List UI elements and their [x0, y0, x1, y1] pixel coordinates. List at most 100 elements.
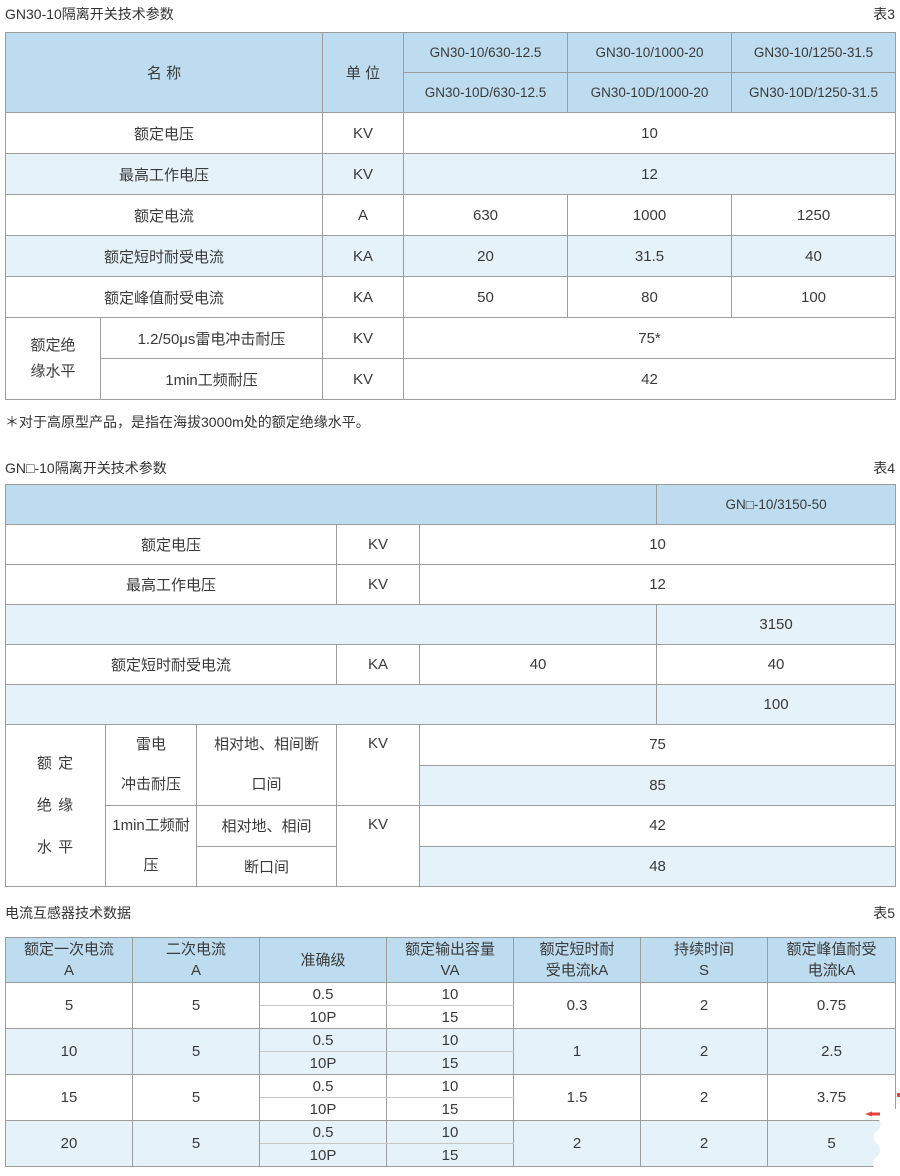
- table3-title: GN30-10隔离开关技术参数: [5, 6, 174, 22]
- t5-duration: 2: [640, 1028, 768, 1075]
- t3-unit-cell: KA: [322, 276, 405, 318]
- t3-param-label: 额定峰值耐受电流: [4, 276, 324, 318]
- t4-pf-label: 1min工频耐 压: [105, 805, 197, 887]
- t4-blank-cell: [4, 684, 658, 725]
- t5-duration: 2: [640, 1074, 768, 1121]
- t5-peak-current: 3.75: [767, 1074, 896, 1121]
- t5-secondary-current: 5: [132, 1074, 260, 1121]
- t4-pf-scope: 断口间: [196, 845, 337, 887]
- t4-param-label: 额定短时耐受电流: [5, 644, 337, 685]
- t5-secondary-current: 5: [132, 1028, 260, 1075]
- t5-output-va: 15: [386, 1097, 514, 1121]
- t5-primary-current: 10: [5, 1028, 133, 1075]
- table5-caption: 电流互感器技术数据 表5: [5, 903, 895, 923]
- t5-short-current: 2: [513, 1120, 641, 1167]
- t4-unit-cell: KA: [336, 644, 420, 685]
- t3-value-cell: 12: [403, 153, 897, 195]
- t5-duration: 2: [640, 982, 768, 1029]
- t3-value-cell: 40: [731, 235, 897, 277]
- t3-unit-cell: KV: [322, 112, 405, 154]
- t4-value-cell: 40: [418, 644, 658, 685]
- t4-value-cell: 3150: [656, 604, 897, 645]
- t3-value-cell: 31.5: [567, 235, 733, 277]
- t5-accuracy: 0.5: [259, 1074, 387, 1098]
- t3-unit-cell: A: [322, 194, 405, 236]
- t3-value-cell: 1250: [731, 194, 897, 236]
- t5-col-header: 额定短时耐 受电流kA: [513, 937, 641, 983]
- t5-accuracy: 10P: [259, 1097, 387, 1121]
- t4-lightning-label: 雷电 冲击耐压: [105, 724, 197, 806]
- t3-param-label: 额定短时耐受电流: [4, 235, 324, 277]
- t3-model-header: GN30-10/1250-31.5: [731, 32, 897, 73]
- t5-output-va: 15: [386, 1005, 514, 1029]
- t4-blank-cell: [4, 604, 658, 645]
- t3-unit-header: 单 位: [322, 32, 405, 113]
- t4-model-header: GN□-10/3150-50: [656, 484, 897, 525]
- t4-value-cell: 85: [418, 764, 897, 806]
- t3-name-header: 名 称: [4, 32, 324, 113]
- t3-value-cell: 75*: [403, 317, 897, 359]
- table5-title: 电流互感器技术数据: [5, 905, 131, 921]
- t3-value-cell: 42: [403, 358, 897, 400]
- t3-model-header: GN30-10/1000-20: [567, 32, 733, 73]
- t5-output-va: 10: [386, 1028, 514, 1052]
- t3-unit-cell: KA: [322, 235, 405, 277]
- t3-insulation-group-label: 额定绝 缘水平: [5, 317, 101, 400]
- t5-duration: 2: [640, 1120, 768, 1167]
- t5-secondary-current: 5: [132, 982, 260, 1029]
- t5-col-header: 额定峰值耐受 电流kA: [767, 937, 896, 983]
- t3-unit-cell: KV: [322, 317, 405, 359]
- t3-value-cell: 1000: [567, 194, 733, 236]
- t4-param-label: 最高工作电压: [5, 564, 337, 605]
- t3-model-header: GN30-10D/1000-20: [567, 72, 733, 113]
- t3-param-label: 最高工作电压: [4, 153, 324, 195]
- t5-col-header: 额定一次电流 A: [5, 937, 133, 983]
- t5-short-current: 0.3: [513, 982, 641, 1029]
- t3-param-label: 额定电流: [4, 194, 324, 236]
- t4-param-label: 额定电压: [5, 524, 337, 565]
- t5-peak-current: 2.5: [767, 1028, 896, 1075]
- t5-primary-current: 15: [5, 1074, 133, 1121]
- table3-tag: 表3: [873, 6, 895, 22]
- t5-accuracy: 10P: [259, 1143, 387, 1167]
- table4-tag: 表4: [873, 460, 895, 476]
- t5-output-va: 10: [386, 982, 514, 1006]
- t5-peak-current: 0.75: [767, 982, 896, 1029]
- table5-tag: 表5: [873, 905, 895, 921]
- t5-peak-current: 5: [767, 1120, 896, 1167]
- t5-output-va: 10: [386, 1074, 514, 1098]
- table3: 名 称 单 位 GN30-10/630-12.5 GN30-10/1000-20…: [4, 32, 897, 400]
- table4-title: GN□-10隔离开关技术参数: [5, 460, 167, 476]
- table3-caption: GN30-10隔离开关技术参数 表3: [5, 4, 895, 24]
- t5-accuracy: 0.5: [259, 1028, 387, 1052]
- t5-col-header: 持续时间 S: [640, 937, 768, 983]
- t3-unit-cell: KV: [322, 358, 405, 400]
- t4-value-cell: 42: [418, 805, 897, 847]
- t3-model-header: GN30-10D/630-12.5: [403, 72, 569, 113]
- t3-model-header: GN30-10D/1250-31.5: [731, 72, 897, 113]
- t5-accuracy: 10P: [259, 1005, 387, 1029]
- t5-primary-current: 5: [5, 982, 133, 1029]
- t5-short-current: 1: [513, 1028, 641, 1075]
- t3-value-cell: 100: [731, 276, 897, 318]
- t3-value-cell: 10: [403, 112, 897, 154]
- t3-param-label: 1.2/50μs雷电冲击耐压: [99, 317, 324, 359]
- t4-header-blank: [4, 484, 658, 525]
- t5-accuracy: 10P: [259, 1051, 387, 1075]
- t4-value-cell: 48: [418, 845, 897, 887]
- t5-short-current: 1.5: [513, 1074, 641, 1121]
- t4-insulation-group-label: 额 定 绝 缘 水 平: [5, 724, 106, 887]
- t3-unit-cell: KV: [322, 153, 405, 195]
- t4-value-cell: 10: [418, 524, 897, 565]
- t5-output-va: 15: [386, 1143, 514, 1167]
- t5-output-va: 15: [386, 1051, 514, 1075]
- t4-unit-cell: KV: [336, 805, 420, 887]
- t4-unit-cell: KV: [336, 564, 420, 605]
- t5-secondary-current: 5: [132, 1120, 260, 1167]
- t5-col-header: 二次电流 A: [132, 937, 260, 983]
- t5-accuracy: 0.5: [259, 982, 387, 1006]
- t3-param-label: 额定电压: [4, 112, 324, 154]
- t4-value-cell: 12: [418, 564, 897, 605]
- t3-param-label: 1min工频耐压: [99, 358, 324, 400]
